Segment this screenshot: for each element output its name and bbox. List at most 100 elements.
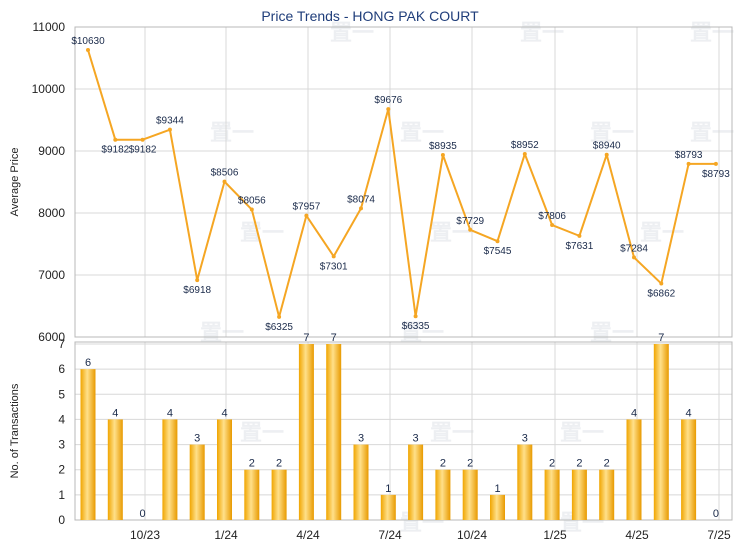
- price-point: [440, 153, 445, 158]
- price-point: [359, 206, 363, 211]
- x-tick-label: 1/24: [214, 528, 238, 542]
- price-data-label: $6862: [647, 289, 675, 300]
- transactions-data-label: 2: [467, 458, 473, 470]
- transactions-data-label: 6: [85, 357, 91, 369]
- price-point: [167, 127, 172, 132]
- transactions-y-tick-label: 2: [58, 463, 65, 477]
- transactions-bar: [517, 444, 533, 520]
- price-point: [113, 137, 118, 142]
- price-series: $10630 $9182 $9182 $9344 $6918 $8506 $8056 $632…: [71, 36, 730, 333]
- transactions-bar: [353, 444, 369, 520]
- x-tick-label: 10/24: [457, 528, 487, 542]
- price-data-label: $8506: [211, 168, 239, 179]
- transactions-data-label: 7: [303, 332, 309, 344]
- transactions-data-label: 2: [249, 458, 255, 470]
- x-tick-label: 7/25: [707, 528, 731, 542]
- price-point: [550, 223, 555, 228]
- price-y-tick-label: 7000: [38, 268, 65, 282]
- transactions-bar: [681, 419, 697, 520]
- transactions-y-tick-label: 0: [58, 513, 65, 527]
- chart-title: Price Trends - HONG PAK COURT: [261, 8, 479, 24]
- x-tick-label: 10/23: [130, 528, 160, 542]
- transactions-data-label: 1: [494, 483, 500, 495]
- watermark-mark: 置一: [400, 320, 444, 345]
- price-data-label: $10630: [71, 36, 105, 47]
- x-tick-labels: 10/23 1/24 4/24 7/24 10/24 1/25 4/25 7/25: [130, 528, 731, 542]
- transactions-y-tick-label: 3: [58, 438, 65, 452]
- price-data-label: $8793: [702, 169, 730, 180]
- price-data-label: $7284: [620, 243, 648, 254]
- price-y-tick-label: 11000: [33, 20, 66, 34]
- price-point: [577, 233, 582, 238]
- price-point: [222, 179, 227, 184]
- price-point: [468, 227, 473, 232]
- transactions-data-label: 0: [140, 508, 146, 520]
- x-tick-label: 1/25: [543, 528, 567, 542]
- transactions-data-label: 2: [576, 458, 582, 470]
- watermark-mark: 置一: [240, 220, 284, 245]
- watermark-mark: 置一: [430, 420, 474, 445]
- price-data-label: $8935: [429, 141, 457, 152]
- price-gridlines: [75, 26, 732, 338]
- transactions-bar: [380, 494, 396, 520]
- transactions-bar: [217, 419, 232, 520]
- price-point: [604, 152, 609, 157]
- price-point: [195, 278, 200, 283]
- watermark-mark: 置一: [200, 320, 244, 345]
- transactions-data-label: 2: [604, 458, 610, 470]
- watermark-mark: 置一: [690, 20, 734, 45]
- x-tick-label: 4/25: [625, 528, 649, 542]
- price-point: [304, 213, 309, 218]
- transactions-data-label: 7: [658, 332, 664, 344]
- price-data-label: $7631: [565, 241, 593, 252]
- price-data-label: $8952: [511, 140, 539, 151]
- transactions-bar: [271, 469, 287, 520]
- transactions-bar: [107, 419, 123, 520]
- transactions-bar: [626, 419, 642, 520]
- transactions-data-label: 4: [686, 407, 692, 419]
- transactions-data-label: 4: [167, 407, 173, 419]
- price-data-label: $8793: [675, 150, 703, 161]
- transactions-y-tick-labels: 0 1 2 3 4 5 6 7: [58, 337, 65, 527]
- price-y-tick-label: 6000: [38, 330, 65, 344]
- watermark-mark: 置一: [590, 120, 634, 145]
- transactions-data-label: 2: [440, 458, 446, 470]
- price-point: [249, 207, 254, 212]
- watermark-mark: 置一: [640, 220, 684, 245]
- transactions-bar: [544, 469, 560, 520]
- watermark-mark: 置一: [690, 120, 734, 145]
- price-point: [495, 239, 500, 244]
- price-data-label: $9182: [101, 145, 129, 156]
- transactions-data-label: 4: [631, 407, 637, 419]
- price-data-label: $6335: [402, 321, 430, 332]
- transactions-data-label: 3: [413, 433, 419, 445]
- price-data-label: $8056: [238, 196, 266, 207]
- transactions-data-label: 3: [522, 433, 528, 445]
- price-point: [140, 137, 145, 142]
- watermark-mark: 置一: [590, 320, 634, 345]
- transactions-y-tick-label: 5: [58, 387, 65, 401]
- transactions-y-tick-label: 6: [58, 362, 65, 376]
- price-data-label: $8074: [347, 194, 375, 205]
- transactions-data-label: 1: [385, 483, 391, 495]
- transactions-bar: [571, 469, 587, 520]
- price-point: [686, 161, 691, 166]
- price-data-label: $7545: [484, 246, 512, 257]
- price-point: [331, 254, 336, 259]
- transactions-bar: [599, 469, 615, 520]
- price-point: [386, 107, 391, 112]
- price-y-tick-label: 10000: [32, 82, 66, 96]
- transactions-y-tick-label: 7: [58, 337, 65, 351]
- transactions-bar: [162, 419, 178, 520]
- transactions-data-label: 4: [112, 407, 118, 419]
- transactions-data-label: 2: [549, 458, 555, 470]
- watermark-mark: 置一: [210, 120, 254, 145]
- price-data-label: $6918: [183, 285, 211, 296]
- transactions-bar: [490, 494, 505, 520]
- price-point: [413, 314, 418, 319]
- transactions-bar: [189, 444, 205, 520]
- transactions-bar: [435, 469, 451, 520]
- transactions-data-label: 0: [713, 508, 719, 520]
- price-y-tick-labels: 6000 7000 8000 9000 10000 11000: [32, 20, 66, 344]
